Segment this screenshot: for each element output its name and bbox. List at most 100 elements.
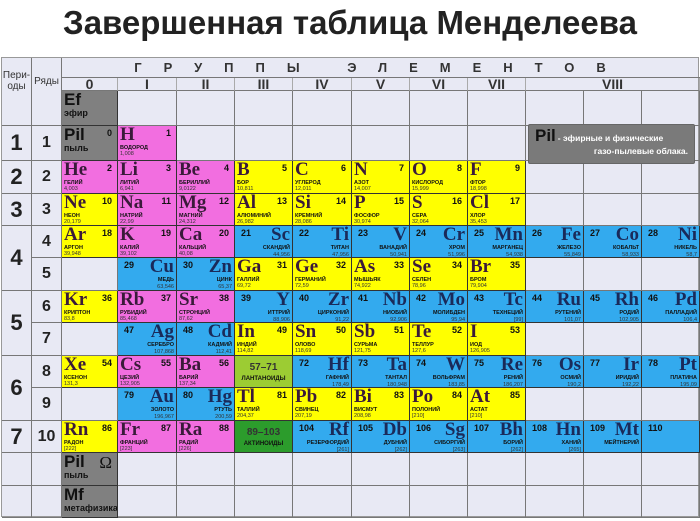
atomic-number: 72 bbox=[299, 358, 310, 368]
atomic-number: 8 bbox=[456, 163, 462, 173]
element-Db: Db 105 ДУБНИЙ [262] bbox=[352, 421, 410, 453]
atomic-number: 73 bbox=[358, 358, 369, 368]
atomic-number: 87 bbox=[160, 423, 171, 433]
atomic-mass: 55,849 bbox=[564, 252, 581, 258]
atomic-mass: 39,102 bbox=[120, 251, 137, 257]
element-Ba: Ba 56 БАРИЙ 137,34 bbox=[177, 356, 235, 388]
empty-cell bbox=[584, 486, 642, 518]
atomic-mass: 78,96 bbox=[412, 283, 426, 289]
atomic-mass: [262] bbox=[394, 447, 407, 453]
element-symbol: S bbox=[412, 194, 423, 213]
atomic-mass: 183,85 bbox=[448, 382, 465, 388]
element-symbol: Pil bbox=[64, 126, 85, 144]
atomic-mass: 30,974 bbox=[354, 219, 371, 225]
atomic-mass: 91,22 bbox=[335, 317, 349, 323]
row-label: 7 bbox=[32, 323, 62, 356]
element-symbol: Xe bbox=[64, 356, 87, 375]
atomic-number: 32 bbox=[335, 260, 346, 270]
element-symbol: Ga bbox=[237, 258, 262, 277]
atomic-number: Ω bbox=[99, 453, 112, 472]
element-symbol: B bbox=[237, 161, 250, 180]
period-label: 4 bbox=[2, 226, 32, 291]
element-V: V 23 ВАНАДИЙ 50,941 bbox=[352, 226, 410, 258]
page-title: Завершенная таблица Менделеева bbox=[63, 4, 637, 41]
element-name: ГЕРМАНИЙ bbox=[295, 277, 326, 283]
element-O: O 8 КИСЛОРОД 15,999 bbox=[410, 161, 468, 194]
row-label: 5 bbox=[32, 258, 62, 291]
empty-cell bbox=[62, 388, 118, 421]
atomic-number: 75 bbox=[474, 358, 485, 368]
atomic-number: 12 bbox=[218, 196, 229, 206]
element-Ne: Ne 10 НЕОН 20,179 bbox=[62, 194, 118, 226]
element-symbol: F bbox=[470, 161, 482, 180]
element-name: МЕЙТНЕРИЙ bbox=[604, 440, 639, 446]
empty-cell bbox=[118, 486, 177, 518]
element-name: метафизика bbox=[64, 503, 118, 513]
element-Se: Se 34 СЕЛЕН 78,96 bbox=[410, 258, 468, 291]
element-symbol: Be bbox=[179, 161, 201, 180]
group-number-V: V bbox=[352, 76, 410, 92]
period-empty bbox=[2, 486, 32, 518]
element-symbol: Cu bbox=[149, 258, 174, 277]
element-name: СВИНЕЦ bbox=[295, 407, 319, 413]
element-Ca: Ca 20 КАЛЬЦИЙ 40,08 bbox=[177, 226, 235, 258]
element-Po: Po 84 ПОЛОНИЙ [210] bbox=[410, 388, 468, 421]
empty-cell bbox=[526, 258, 584, 291]
atomic-mass: 195,09 bbox=[680, 382, 697, 388]
element-name: ГАФНИЙ bbox=[325, 375, 349, 381]
note-text-2: газо-пылевые облака. bbox=[593, 146, 688, 156]
element-Ga: Ga 31 ГАЛЛИЙ 69,72 bbox=[235, 258, 293, 291]
atomic-mass: 72,59 bbox=[295, 283, 309, 289]
element-symbol: I bbox=[470, 323, 478, 342]
atomic-number: 81 bbox=[276, 390, 287, 400]
element-symbol: Br bbox=[470, 258, 492, 277]
atomic-number: 43 bbox=[474, 293, 485, 303]
atomic-mass: 126,905 bbox=[470, 348, 490, 354]
element-symbol: Hn bbox=[555, 421, 581, 440]
empty-cell bbox=[352, 486, 410, 518]
element-name: ИТТРИЙ bbox=[267, 310, 290, 316]
element-symbol: K bbox=[120, 226, 135, 245]
atomic-number: 16 bbox=[451, 196, 462, 206]
element-name: БАРИЙ bbox=[179, 375, 199, 381]
element-Cr: Cr 24 ХРОМ 51,996 bbox=[410, 226, 468, 258]
atomic-mass: 63,546 bbox=[157, 284, 174, 290]
atomic-mass: 87,62 bbox=[179, 316, 193, 322]
empty-cell bbox=[526, 161, 584, 194]
atomic-number: 46 bbox=[648, 293, 659, 303]
element-name: ХЛОР bbox=[470, 213, 486, 219]
element-Ar: Ar 18 АРГОН 39,948 bbox=[62, 226, 118, 258]
atomic-mass: 118,69 bbox=[295, 348, 312, 354]
element-Ef: Ef эфир bbox=[62, 91, 118, 126]
element-name: эфир bbox=[64, 108, 88, 118]
element-symbol: Re bbox=[500, 356, 523, 375]
series-range: 89–103 bbox=[246, 426, 281, 438]
element-Fe: Fe 26 ЖЕЛЕЗО 55,849 bbox=[526, 226, 584, 258]
element-name: КСЕНОН bbox=[64, 375, 88, 381]
element-S: S 16 СЕРА 32,064 bbox=[410, 194, 468, 226]
element-Sc: Sc 21 СКАНДИЙ 44,956 bbox=[235, 226, 293, 258]
element-symbol: Ca bbox=[179, 226, 203, 245]
empty-cell bbox=[177, 486, 235, 518]
element-symbol: Pd bbox=[674, 291, 697, 310]
atomic-mass: [210] bbox=[470, 413, 483, 419]
atomic-number: 19 bbox=[160, 228, 171, 238]
element-symbol: Ru bbox=[556, 291, 581, 310]
element-C: C 6 УГЛЕРОД 12,011 bbox=[293, 161, 352, 194]
element-symbol: Kr bbox=[64, 291, 88, 310]
atomic-number: 45 bbox=[590, 293, 601, 303]
atomic-mass: 32,064 bbox=[412, 219, 429, 225]
empty-cell bbox=[352, 91, 410, 126]
element-symbol: Ne bbox=[64, 194, 87, 213]
empty-cell bbox=[62, 258, 118, 291]
atomic-mass: 65,37 bbox=[218, 284, 232, 290]
element-Ti: Ti 22 ТИТАН 47,956 bbox=[293, 226, 352, 258]
element-symbol: He bbox=[64, 161, 88, 180]
element-name: ПЛАТИНА bbox=[670, 375, 697, 381]
empty-cell bbox=[468, 453, 526, 486]
element-symbol: Pb bbox=[295, 388, 318, 407]
element-name: МОЛИБДЕН bbox=[432, 310, 465, 316]
element-Mg: Mg 12 МАГНИЙ 24,312 bbox=[177, 194, 235, 226]
row-label: 2 bbox=[32, 161, 62, 194]
atomic-number: 24 bbox=[416, 228, 427, 238]
